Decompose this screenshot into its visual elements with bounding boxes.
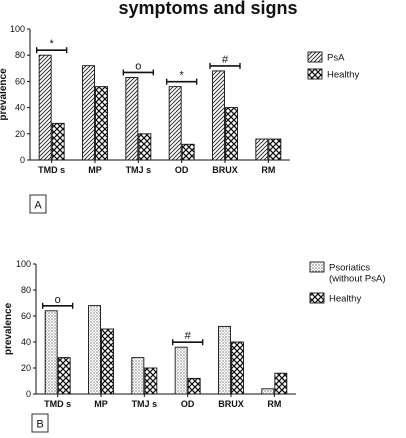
y-tick-label: 80 bbox=[21, 285, 31, 295]
bar bbox=[51, 122, 65, 161]
bar bbox=[261, 388, 275, 395]
legend-label: Healthy bbox=[329, 294, 361, 305]
significance-marker: * bbox=[180, 70, 185, 82]
category-label: TMD s bbox=[38, 165, 65, 175]
category-label: RM bbox=[261, 165, 275, 175]
y-axis-label: prevalence bbox=[0, 68, 9, 121]
bar bbox=[168, 86, 182, 161]
significance-marker: o bbox=[55, 294, 61, 306]
panel-label-b: B bbox=[36, 419, 43, 431]
legend-label: Psoriatics bbox=[329, 263, 370, 274]
bar bbox=[274, 372, 288, 395]
significance-marker: o bbox=[135, 60, 141, 72]
legend-swatch bbox=[309, 292, 325, 304]
y-tick-label: 60 bbox=[21, 311, 31, 321]
y-tick-label: 20 bbox=[21, 363, 31, 373]
bar bbox=[181, 143, 195, 161]
legend-swatch bbox=[307, 51, 323, 63]
y-axis-label: prevalence bbox=[3, 302, 14, 355]
bar bbox=[101, 328, 114, 395]
legend-swatch bbox=[309, 261, 325, 273]
significance-marker: # bbox=[185, 330, 192, 342]
legend-label: Healthy bbox=[327, 70, 359, 81]
bar bbox=[82, 65, 95, 161]
bar bbox=[187, 377, 201, 395]
bar bbox=[125, 77, 139, 161]
y-tick-label: 60 bbox=[15, 76, 25, 86]
category-label: BRUX bbox=[218, 399, 244, 409]
y-tick-label: 40 bbox=[21, 337, 31, 347]
bar bbox=[38, 54, 52, 161]
category-label: MP bbox=[88, 165, 102, 175]
bar bbox=[255, 138, 269, 161]
bar bbox=[57, 357, 71, 395]
chart-panel-a: 0 20 40 60 80 100 prevalence TMD s MP TMJ s OD BRUX… bbox=[0, 24, 359, 175]
chart-panel-b: 0 20 40 60 80 100 prevalence TMD s MP TMJ s OD BRUX… bbox=[3, 259, 386, 409]
panel-label-box-a: A bbox=[29, 194, 47, 214]
legend-label: PsA bbox=[327, 53, 345, 64]
chart-title: symptoms and signs bbox=[118, 0, 297, 18]
significance-marker: * bbox=[50, 38, 55, 50]
category-label: OD bbox=[175, 165, 189, 175]
bar bbox=[218, 325, 231, 395]
bar bbox=[131, 357, 145, 395]
panel-label-box-b: B bbox=[31, 413, 49, 433]
y-tick-label: 20 bbox=[15, 129, 25, 139]
bar bbox=[144, 367, 158, 395]
legend-label: (without PsA) bbox=[329, 274, 386, 285]
category-label: BRUX bbox=[212, 165, 238, 175]
significance-marker: # bbox=[222, 54, 229, 66]
y-tick-label: 100 bbox=[10, 24, 25, 34]
category-label: TMD s bbox=[44, 399, 71, 409]
legend-swatch bbox=[307, 68, 323, 80]
category-label: TMJ s bbox=[132, 399, 158, 409]
panel-label-a: A bbox=[34, 200, 42, 212]
bar bbox=[268, 138, 282, 161]
y-tick-label: 0 bbox=[20, 155, 25, 165]
bar bbox=[225, 107, 238, 161]
bar bbox=[231, 341, 244, 395]
bar bbox=[95, 86, 108, 161]
y-tick-label: 100 bbox=[16, 259, 31, 269]
y-tick-label: 0 bbox=[26, 389, 31, 399]
category-label: TMJ s bbox=[126, 165, 152, 175]
bar bbox=[88, 305, 101, 395]
category-label: OD bbox=[181, 399, 195, 409]
bar bbox=[212, 70, 225, 161]
bar bbox=[138, 133, 152, 161]
bar bbox=[174, 346, 188, 395]
category-label: RM bbox=[267, 399, 281, 409]
category-label: MP bbox=[94, 399, 108, 409]
bar bbox=[44, 310, 58, 395]
y-tick-label: 80 bbox=[15, 50, 25, 60]
y-tick-label: 40 bbox=[15, 103, 25, 113]
